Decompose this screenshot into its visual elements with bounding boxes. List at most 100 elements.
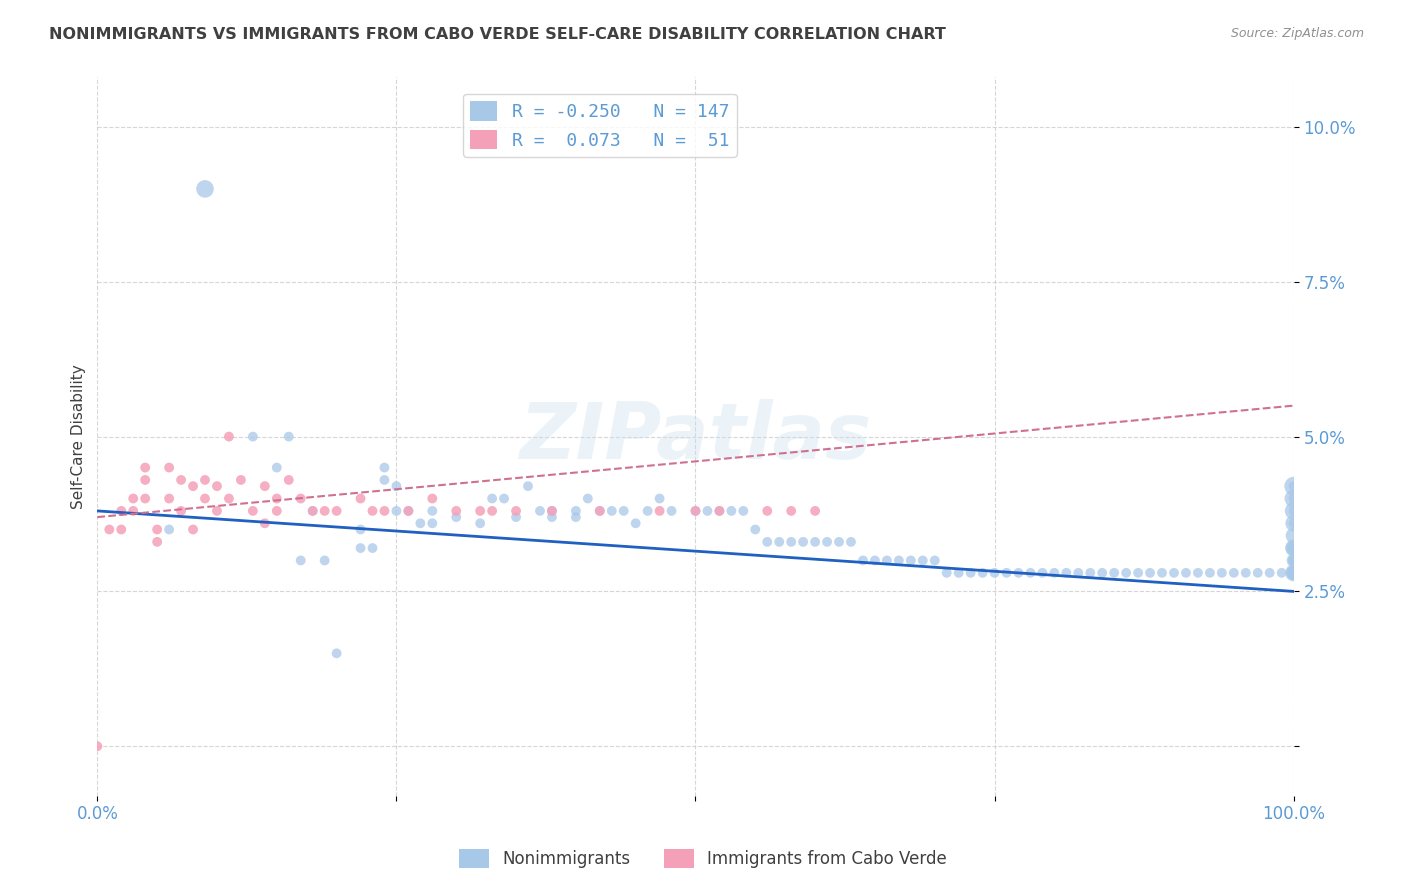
Point: [1282, 541, 1305, 555]
Point: [181, 523, 204, 537]
Point: [229, 473, 252, 487]
Point: [277, 429, 299, 443]
Point: [852, 553, 875, 567]
Point: [1282, 566, 1305, 580]
Point: [709, 504, 731, 518]
Point: [529, 504, 551, 518]
Point: [194, 491, 217, 506]
Point: [1282, 553, 1305, 567]
Point: [110, 523, 132, 537]
Point: [314, 553, 336, 567]
Point: [325, 646, 347, 660]
Point: [361, 504, 384, 518]
Point: [361, 541, 384, 555]
Point: [1126, 566, 1149, 580]
Point: [1282, 566, 1305, 580]
Point: [1282, 553, 1305, 567]
Point: [780, 534, 803, 549]
Point: [1282, 566, 1305, 580]
Point: [900, 553, 922, 567]
Point: [1282, 566, 1305, 580]
Point: [1282, 566, 1305, 580]
Point: [517, 479, 540, 493]
Point: [1282, 566, 1305, 580]
Point: [146, 534, 169, 549]
Point: [1031, 566, 1053, 580]
Point: [420, 491, 443, 506]
Point: [110, 504, 132, 518]
Point: [349, 491, 371, 506]
Point: [600, 504, 623, 518]
Point: [637, 504, 659, 518]
Point: [1282, 529, 1305, 543]
Point: [396, 504, 419, 518]
Point: [444, 504, 467, 518]
Point: [1282, 566, 1305, 580]
Point: [1258, 566, 1281, 580]
Point: [935, 566, 957, 580]
Point: [253, 479, 276, 493]
Point: [409, 516, 432, 531]
Point: [1223, 566, 1246, 580]
Point: [1175, 566, 1198, 580]
Point: [157, 523, 180, 537]
Point: [1282, 566, 1305, 580]
Point: [1282, 479, 1305, 493]
Point: [314, 504, 336, 518]
Point: [828, 534, 851, 549]
Point: [1282, 566, 1305, 580]
Point: [1282, 504, 1305, 518]
Point: [470, 516, 492, 531]
Point: [1282, 566, 1305, 580]
Point: [146, 523, 169, 537]
Point: [1054, 566, 1077, 580]
Point: [839, 534, 862, 549]
Point: [815, 534, 838, 549]
Point: [768, 534, 790, 549]
Point: [122, 491, 145, 506]
Point: [541, 504, 564, 518]
Point: [1282, 566, 1305, 580]
Point: [1007, 566, 1029, 580]
Point: [301, 504, 323, 518]
Point: [887, 553, 910, 567]
Point: [589, 504, 612, 518]
Point: [349, 523, 371, 537]
Point: [1282, 566, 1305, 580]
Point: [1019, 566, 1042, 580]
Point: [924, 553, 946, 567]
Point: [266, 491, 288, 506]
Point: [420, 516, 443, 531]
Point: [1282, 516, 1305, 531]
Point: [373, 473, 395, 487]
Point: [1282, 541, 1305, 555]
Point: [170, 473, 193, 487]
Point: [1282, 516, 1305, 531]
Point: [170, 504, 193, 518]
Point: [98, 523, 121, 537]
Point: [1282, 566, 1305, 580]
Point: [685, 504, 707, 518]
Point: [1211, 566, 1233, 580]
Point: [1282, 566, 1305, 580]
Point: [134, 491, 156, 506]
Point: [290, 553, 312, 567]
Point: [995, 566, 1018, 580]
Point: [1247, 566, 1270, 580]
Point: [86, 739, 108, 754]
Point: [1199, 566, 1222, 580]
Point: [134, 460, 156, 475]
Text: ZIPatlas: ZIPatlas: [519, 399, 872, 475]
Point: [1282, 491, 1305, 506]
Point: [565, 510, 588, 524]
Point: [1282, 566, 1305, 580]
Point: [266, 460, 288, 475]
Legend: R = -0.250   N = 147, R =  0.073   N =  51: R = -0.250 N = 147, R = 0.073 N = 51: [463, 94, 737, 157]
Point: [301, 504, 323, 518]
Point: [1282, 566, 1305, 580]
Point: [122, 504, 145, 518]
Point: [648, 504, 671, 518]
Point: [1282, 566, 1305, 580]
Point: [420, 504, 443, 518]
Point: [613, 504, 636, 518]
